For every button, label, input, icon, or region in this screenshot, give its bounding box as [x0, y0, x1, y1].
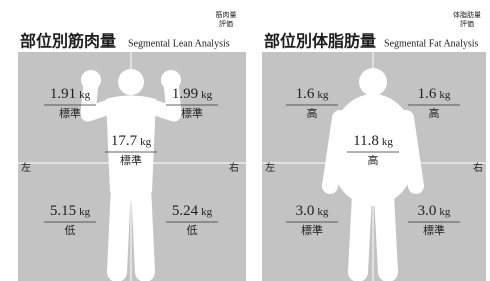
value: 1.99 — [172, 86, 198, 102]
side-label: 右 — [473, 161, 483, 174]
unit: kg — [140, 136, 152, 148]
unit: kg — [439, 89, 451, 101]
value: 5.15 — [50, 203, 76, 219]
value: 11.8 — [353, 133, 379, 149]
panel-title: 部位別筋肉量 — [20, 32, 116, 51]
unit: kg — [79, 89, 91, 101]
rating-header: 体脂肪量 — [453, 10, 481, 19]
rating-header: 筋肉量 — [216, 10, 237, 19]
value: 1.91 — [50, 86, 76, 102]
value: 17.7 — [111, 133, 138, 149]
unit: kg — [317, 206, 329, 218]
unit: kg — [79, 206, 91, 218]
segment-rating: 高 — [368, 153, 379, 167]
value: 3.0 — [296, 203, 315, 219]
panel-subtitle: Segmental Fat Analysis — [384, 38, 479, 49]
side-label: 右 — [229, 161, 239, 174]
value: 1.6 — [418, 86, 437, 102]
value: 1.6 — [296, 86, 315, 102]
segment-rating: 標準 — [301, 223, 323, 237]
panel-subtitle: Segmental Lean Analysis — [128, 38, 230, 49]
segment-rating: 標準 — [181, 106, 203, 120]
rating-header: 評価 — [460, 19, 474, 28]
side-label: 左 — [265, 161, 275, 174]
unit: kg — [317, 89, 329, 101]
rating-header: 評価 — [219, 19, 233, 28]
unit: kg — [439, 206, 451, 218]
unit: kg — [201, 206, 213, 218]
segment-rating: 低 — [65, 224, 76, 237]
panel-title: 部位別体脂肪量 — [264, 32, 376, 51]
segment-rating: 高 — [307, 106, 318, 120]
side-label: 左 — [21, 161, 31, 174]
value: 3.0 — [418, 203, 437, 219]
segment-rating: 標準 — [120, 153, 142, 167]
segment-rating: 低 — [187, 224, 198, 237]
unit: kg — [382, 136, 394, 148]
unit: kg — [201, 89, 213, 101]
value: 5.24 — [172, 203, 199, 219]
segment-rating: 高 — [429, 106, 440, 120]
segment-rating: 標準 — [59, 106, 81, 120]
page: 部位別筋肉量Segmental Lean Analysis筋肉量評価左右1.91… — [0, 0, 490, 281]
segment-rating: 標準 — [423, 223, 445, 237]
